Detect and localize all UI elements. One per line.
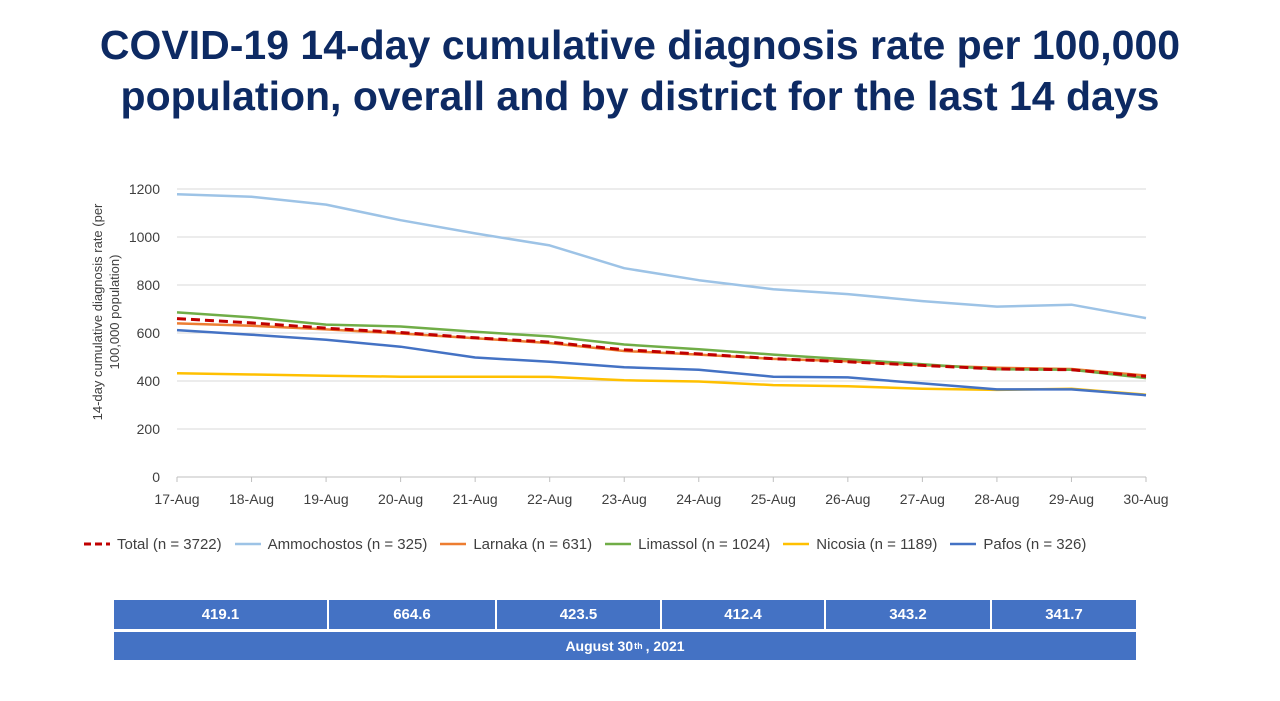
summary-value-cell: 419.1 [114,600,329,629]
summary-table: 419.1 664.6 423.5 412.4 343.2 341.7 August 30… [114,600,1136,660]
series-line [176,311,1147,380]
y-axis-label: 14-day cumulative diagnosis rate (per 100… [90,203,122,420]
y-tick-label: 400 [137,373,161,389]
y-tick-label: 1200 [129,181,160,197]
legend-item: Ammochostos (n = 325) [233,535,428,553]
legend-label: Limassol (n = 1024) [638,535,771,553]
summary-value-cell: 412.4 [662,600,826,629]
legend-item: Larnaka (n = 631) [438,536,592,553]
y-tick-label: 1000 [129,229,160,245]
x-tick-label: 20-Aug [378,491,423,507]
series-lines [176,193,1147,397]
x-tick-label: 30-Aug [1123,491,1168,507]
x-tick-label: 28-Aug [974,491,1019,507]
summary-value-cell: 423.5 [497,600,662,629]
x-tick-label: 19-Aug [303,491,348,507]
title-line-1: COVID-19 14-day cumulative diagnosis rat… [99,22,1181,68]
x-tick-label: 24-Aug [676,491,721,507]
series-line [176,193,1147,320]
legend-item: Pafos (n = 326) [948,536,1086,553]
legend-swatch [605,542,632,546]
x-tick-label: 26-Aug [825,491,870,507]
legend-item: Limassol (n = 1024) [603,536,770,553]
x-tick-label: 23-Aug [602,491,647,507]
summary-value-cell: 341.7 [992,600,1136,629]
slide-title: COVID-19 14-day cumulative diagnosis rat… [0,20,1280,122]
y-axis-label-line: 100,000 population) [107,255,122,370]
summary-value-cell: 664.6 [329,600,497,629]
legend-label: Larnaka (n = 631) [473,535,593,553]
x-tick-label: 29-Aug [1049,491,1094,507]
x-tick-label: 25-Aug [751,491,796,507]
legend-label: Nicosia (n = 1189) [816,535,938,553]
legend-label: Pafos (n = 326) [983,535,1087,553]
legend-swatch [84,542,110,546]
legend-item: Nicosia (n = 1189) [781,536,937,553]
y-tick-label: 800 [137,277,161,293]
x-tick-label: 17-Aug [154,491,199,507]
gridlines [177,188,1146,478]
legend-item: Total (n = 3722) [82,536,222,553]
legend-swatch [783,542,810,546]
summary-value-cell: 343.2 [826,600,992,629]
summary-date-main: August 30 [565,638,634,654]
summary-date-year: , 2021 [645,638,685,654]
series-line [176,372,1147,396]
x-axis-ticks: 17-Aug 18-Aug 19-Aug 20-Aug 21-Aug 22-Aug 23-A… [154,477,1169,507]
series-line [176,328,1147,397]
y-tick-label: 200 [137,421,161,437]
summary-date-suffix: th [634,641,643,651]
y-axis-ticks: 0 200 400 600 800 1000 1200 [129,181,160,485]
line-chart: 0 200 400 600 800 1000 1200 17-Aug 18-Aug 19-Aug… [90,181,1169,507]
series-line [176,317,1147,378]
legend-label: Total (n = 3722) [117,535,222,553]
x-tick-label: 27-Aug [900,491,945,507]
title-line-2: population, overall and by district for … [120,73,1160,119]
chart-legend: Total (n = 3722) Ammochostos (n = 325) Lar… [82,534,1097,554]
x-tick-label: 22-Aug [527,491,572,507]
summary-values-row: 419.1 664.6 423.5 412.4 343.2 341.7 [114,600,1136,629]
x-tick-label: 18-Aug [229,491,274,507]
y-tick-label: 600 [137,325,161,341]
legend-swatch [234,542,261,546]
x-tick-label: 21-Aug [453,491,498,507]
legend-swatch [440,542,467,546]
y-axis-label-line: 14-day cumulative diagnosis rate (per [90,203,105,420]
legend-swatch [950,542,977,546]
y-tick-label: 0 [152,469,160,485]
legend-label: Ammochostos (n = 325) [267,535,428,553]
